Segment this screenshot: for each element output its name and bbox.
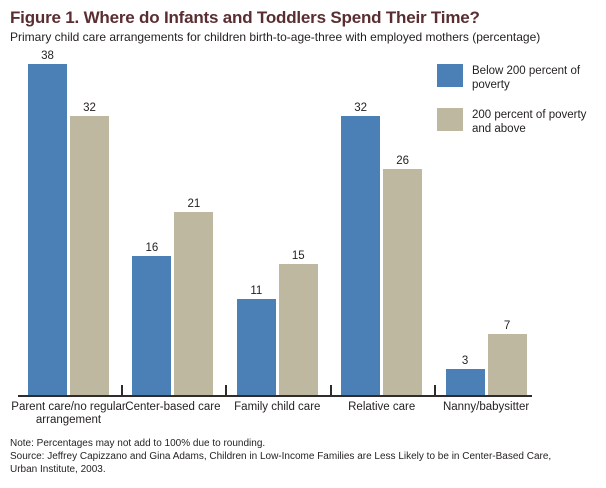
value-label: 26 (396, 155, 410, 167)
axis-tick (225, 385, 228, 395)
axis-tick (433, 385, 436, 395)
source-line-2: Urban Institute, 2003. (10, 463, 106, 475)
value-label: 15 (291, 250, 305, 262)
axis-tick (120, 385, 123, 395)
footnotes: Note: Percentages may not add to 100% du… (10, 438, 600, 476)
category-label-3: Family child care (234, 401, 321, 413)
value-label: 16 (145, 242, 159, 254)
legend-item-below-200: Below 200 percent of poverty (437, 64, 606, 93)
category-label-2: Center-based care (125, 401, 221, 413)
legend: Below 200 percent of poverty 200 percent… (437, 64, 606, 152)
axis-tick (329, 385, 332, 395)
category-label-1: Parent care/no regular arrangement (11, 401, 126, 427)
legend-swatch-blue (437, 64, 463, 87)
legend-label: Below 200 percent of poverty (472, 65, 581, 92)
category-label-5: Nanny/babysitter (442, 401, 530, 413)
plot-area: 38 16 11 32 3 32 21 15 26 7 (18, 50, 532, 397)
x-axis-line (18, 395, 532, 397)
value-label: 38 (41, 50, 54, 62)
value-label: 7 (503, 320, 511, 332)
category-label-4: Relative care (348, 401, 416, 413)
figure-subtitle: Primary child care arrangements for chil… (10, 30, 541, 44)
value-label: 3 (461, 355, 469, 367)
bar-series1-cat4 (341, 116, 381, 395)
bar-series2-cat1 (70, 116, 109, 395)
bar-series2-cat4 (383, 169, 423, 395)
bar-series2-cat3 (278, 264, 318, 395)
bar-series1-cat2 (132, 256, 172, 395)
legend-swatch-tan (437, 107, 463, 131)
value-label: 11 (250, 285, 263, 297)
legend-item-above-200: 200 percent of poverty and above (437, 107, 606, 137)
bar-series2-cat2 (174, 212, 214, 395)
value-label: 21 (187, 198, 201, 210)
source-line-1: Source: Jeffrey Capizzano and Gina Adams… (10, 450, 552, 462)
value-label: 32 (83, 102, 96, 114)
value-label: 32 (354, 102, 368, 114)
bar-series2-cat5 (487, 334, 527, 395)
legend-label: 200 percent of poverty and above (472, 108, 587, 136)
category-labels: Parent care/no regular arrangement Center… (11, 401, 532, 433)
bar-series1-cat3 (236, 299, 276, 395)
figure-title: Figure 1. Where do Infants and Toddlers … (10, 8, 480, 27)
bar-series1-cat5 (445, 369, 485, 395)
bar-series1-cat1 (28, 64, 67, 395)
note-line: Note: Percentages may not add to 100% du… (10, 438, 266, 449)
